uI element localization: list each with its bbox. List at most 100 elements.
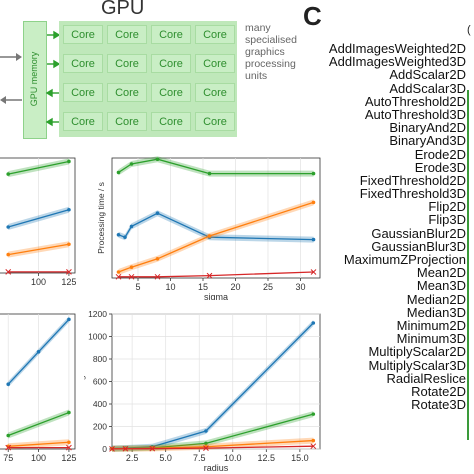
core-cell: Core — [151, 83, 191, 102]
y-tick-label: 800 — [93, 354, 107, 364]
operation-label: MaximumZProjection — [343, 252, 466, 267]
operation-label: Rotate2D — [411, 383, 466, 399]
series-line — [8, 243, 70, 256]
data-point — [123, 235, 127, 239]
plot-frame — [0, 313, 76, 450]
operation-label: BinaryAnd3D — [389, 133, 466, 149]
operation-label: Erode2D — [414, 146, 466, 162]
data-point — [311, 171, 316, 176]
data-point — [36, 350, 41, 354]
y-axis-label: Processing time / s — [96, 182, 106, 254]
data-point — [207, 234, 212, 238]
data-point — [310, 269, 317, 275]
operation-label: RadialReslice — [386, 370, 466, 386]
data-point — [129, 162, 134, 166]
data-point — [6, 225, 11, 229]
data-point — [155, 211, 160, 215]
core-cell: Core — [107, 83, 147, 102]
operation-label: Flip3D — [428, 212, 466, 228]
core-cell: Core — [63, 112, 103, 131]
operations-list: AddImagesWeighted2D AddImagesWeighted3D Ad… — [306, 42, 466, 411]
x-tick-label: 5 — [135, 282, 140, 292]
data-point — [129, 224, 134, 229]
y-tick-label: 0 — [102, 444, 107, 454]
core-cell: Core — [107, 54, 147, 73]
operations-axis-bar — [467, 90, 469, 440]
x-tick-label: 30 — [295, 282, 305, 292]
data-point — [311, 412, 316, 416]
data-point — [311, 321, 316, 325]
x-tick-label: 100 — [31, 453, 46, 463]
series-line — [7, 411, 70, 437]
panel-c-cut-text: ( — [467, 24, 471, 36]
x-tick-label: 125 — [61, 453, 76, 463]
data-point — [67, 317, 71, 322]
data-point — [204, 441, 208, 446]
series-band — [112, 411, 314, 452]
operation-label: Mean3D — [416, 278, 466, 294]
core-cell: Core — [63, 83, 103, 102]
operation-label: FixedThreshold2D — [359, 172, 466, 188]
data-point — [67, 440, 71, 445]
x-tick-label: 10 — [165, 282, 175, 292]
operation-label: Erode3D — [414, 159, 466, 175]
data-point — [129, 265, 134, 269]
data-point — [155, 157, 160, 161]
y-tick-label: 200 — [93, 422, 107, 432]
chart-top-left: 100 125 — [0, 157, 76, 287]
data-point — [116, 170, 121, 175]
operation-label: Rotate3D — [411, 397, 466, 413]
data-point — [5, 444, 12, 451]
x-tick-label: 25 — [263, 282, 273, 292]
data-point — [67, 242, 71, 247]
data-point — [203, 445, 209, 451]
gpu-description: many specialised graphics processing uni… — [245, 22, 297, 82]
y-tick-label: 400 — [93, 399, 107, 409]
series-line — [8, 441, 69, 447]
operation-label: AddScalar3D — [389, 80, 466, 96]
operation-label: Median2D — [406, 291, 466, 307]
gpu-memory-label: GPU memory — [29, 51, 39, 107]
core-cell: Core — [195, 25, 235, 44]
operation-label: Flip2D — [428, 199, 466, 215]
data-point — [116, 270, 121, 274]
plot-frame — [0, 157, 76, 274]
chart-bottom-left: 75 100 125 — [0, 313, 76, 463]
x-tick-label: 5.0 — [159, 453, 172, 463]
x-tick-label: 75 — [3, 453, 13, 463]
operation-label: MultiplyScalar3D — [368, 357, 466, 373]
x-axis-label: radius — [204, 463, 229, 473]
data-point — [122, 445, 129, 452]
x-tick-label: 7.5 — [193, 453, 206, 463]
x-tick-label: 2.5 — [126, 453, 139, 463]
data-point — [6, 433, 11, 438]
operation-label: Minimum3D — [396, 331, 466, 347]
x-tick-label: 12.5 — [258, 453, 276, 463]
core-cell: Core — [107, 112, 147, 131]
data-point — [66, 444, 72, 451]
data-point — [311, 237, 316, 242]
data-point — [66, 268, 72, 275]
operation-label: MultiplyScalar2D — [368, 344, 466, 360]
plot-frame — [111, 157, 321, 279]
x-tick-label: 10.0 — [224, 453, 242, 463]
x-tick-label: 125 — [61, 277, 76, 287]
gpu-memory-box — [23, 21, 47, 139]
x-tick-label: 15 — [198, 282, 208, 292]
series-line — [8, 160, 70, 175]
operation-label: GaussianBlur2D — [371, 225, 466, 241]
core-cell: Core — [63, 25, 103, 44]
core-cell: Core — [151, 54, 191, 73]
data-point — [5, 268, 12, 275]
operation-label: AddImagesWeighted3D — [328, 54, 466, 70]
operation-label: GaussianBlur3D — [371, 238, 466, 254]
operation-label: AutoThreshold3D — [364, 106, 466, 122]
operation-label: Mean2D — [416, 265, 466, 281]
x-axis-label: sigma — [204, 292, 228, 300]
operation-label: FixedThreshold3D — [359, 186, 466, 202]
gpu-title: GPU — [101, 0, 145, 19]
core-arrows — [45, 30, 61, 127]
x-tick-label: 15.0 — [291, 453, 309, 463]
memory-arrows — [0, 53, 22, 104]
data-point — [155, 257, 160, 261]
